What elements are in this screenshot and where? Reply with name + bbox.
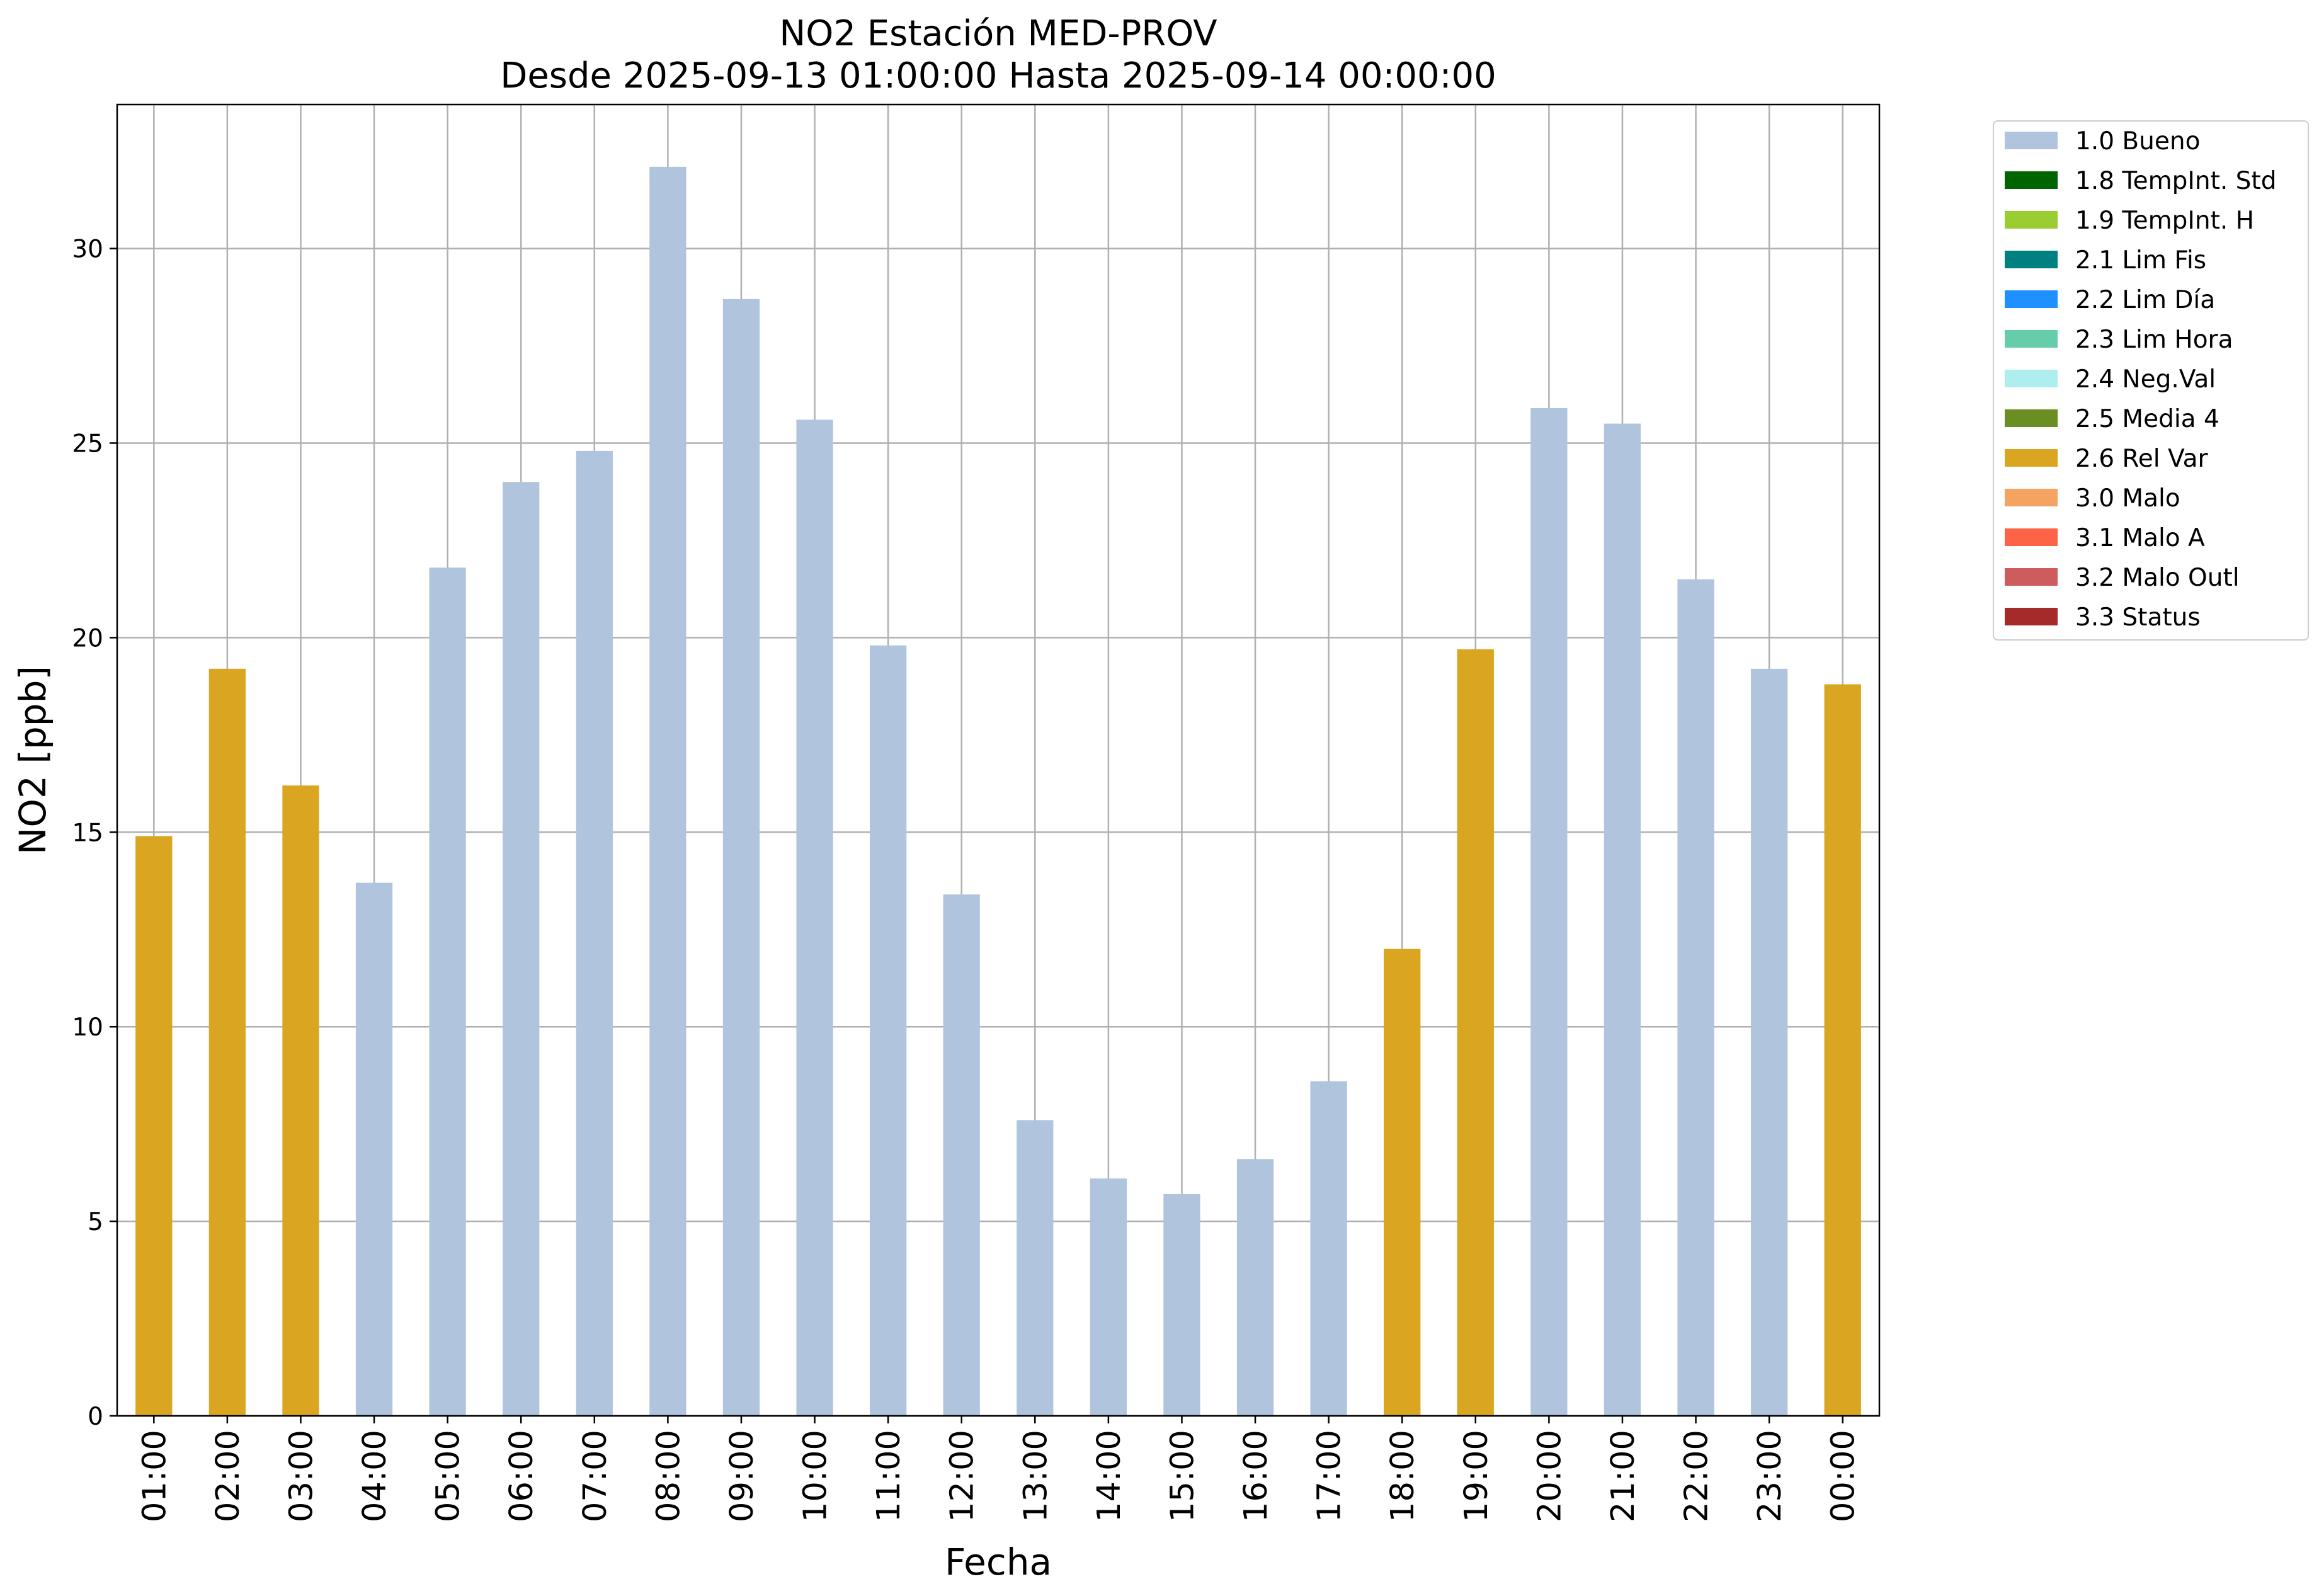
- x-tick-label: 21:00: [1605, 1430, 1642, 1522]
- x-tick-label: 11:00: [870, 1430, 908, 1522]
- x-tick-label: 15:00: [1164, 1430, 1201, 1522]
- x-tick-label: 00:00: [1825, 1430, 1862, 1522]
- legend-entry: 1.9 TempInt. H: [2075, 207, 2254, 235]
- x-tick-label: 09:00: [724, 1430, 761, 1522]
- legend-swatch: [2005, 290, 2058, 308]
- chart-subtitle: Desde 2025-09-13 01:00:00 Hasta 2025-09-…: [500, 55, 1496, 96]
- legend-swatch: [2005, 449, 2058, 467]
- legend-entry: 2.6 Rel Var: [2075, 445, 2209, 473]
- y-tick-label: 30: [72, 236, 103, 264]
- x-tick-label: 16:00: [1238, 1430, 1275, 1522]
- bar-0100: [135, 836, 173, 1416]
- x-tick-label: 18:00: [1384, 1430, 1422, 1522]
- bar-0800: [649, 166, 687, 1416]
- x-tick-label: 08:00: [650, 1430, 687, 1522]
- legend-entry: 2.1 Lim Fis: [2075, 246, 2206, 275]
- bar-2100: [1604, 423, 1641, 1416]
- legend-swatch: [2005, 608, 2058, 625]
- x-tick-label: 13:00: [1017, 1430, 1054, 1522]
- legend-entry: 3.3 Status: [2075, 603, 2201, 632]
- x-tick-label: 17:00: [1311, 1430, 1348, 1522]
- bar-2200: [1677, 579, 1714, 1416]
- legend-entry: 3.1 Malo A: [2075, 524, 2205, 552]
- bar-1600: [1236, 1159, 1274, 1416]
- bar-2300: [1750, 668, 1788, 1416]
- x-tick-label: 14:00: [1091, 1430, 1128, 1522]
- bar-0700: [576, 450, 613, 1416]
- legend-swatch: [2005, 568, 2058, 586]
- legend-swatch: [2005, 132, 2058, 149]
- x-axis-label: Fecha: [945, 1541, 1052, 1583]
- x-axis-ticks: 01:00 02:00 03:00 04:00 05:00 06:00 07:00 08:00…: [136, 1416, 1862, 1522]
- legend-swatch: [2005, 251, 2058, 268]
- legend-entry: 2.3 Lim Hora: [2075, 326, 2233, 354]
- legend-entry: 1.0 Bueno: [2075, 127, 2200, 156]
- legend-entry: 2.2 Lim Día: [2075, 286, 2215, 314]
- y-tick-label: 25: [72, 430, 103, 458]
- x-tick-label: 07:00: [577, 1430, 614, 1522]
- x-tick-label: 06:00: [503, 1430, 540, 1522]
- x-tick-label: 22:00: [1678, 1430, 1716, 1522]
- bar-0200: [208, 668, 246, 1416]
- bar-0000: [1824, 684, 1861, 1416]
- legend-swatch: [2005, 409, 2058, 427]
- legend-entry: 2.4 Neg.Val: [2075, 365, 2216, 394]
- legend-entry: 3.0 Malo: [2075, 484, 2180, 513]
- bar-1800: [1384, 949, 1421, 1416]
- y-tick-label: 0: [88, 1403, 103, 1431]
- x-tick-label: 23:00: [1752, 1430, 1789, 1522]
- x-tick-label: 05:00: [430, 1430, 467, 1522]
- x-tick-label: 02:00: [210, 1430, 247, 1522]
- y-tick-label: 5: [88, 1208, 103, 1236]
- legend-entry: 1.8 TempInt. Std: [2075, 167, 2276, 195]
- y-tick-label: 10: [72, 1013, 103, 1042]
- bar-1200: [943, 894, 980, 1416]
- legend-swatch: [2005, 211, 2058, 229]
- bar-0300: [282, 785, 319, 1416]
- y-tick-label: 20: [72, 624, 103, 653]
- x-tick-label: 20:00: [1531, 1430, 1568, 1522]
- bar-1500: [1163, 1194, 1200, 1416]
- chart-title: NO2 Estación MED-PROV: [779, 13, 1217, 54]
- y-axis-ticks: 0 5 10 15 20 25 30: [72, 236, 117, 1431]
- y-axis-label: NO2 [ppb]: [11, 666, 54, 855]
- bar-1100: [869, 645, 907, 1416]
- x-tick-label: 04:00: [356, 1430, 394, 1522]
- plot-frame: [116, 103, 1881, 1417]
- x-tick-label: 03:00: [283, 1430, 320, 1522]
- legend: 1.0 Bueno 1.8 TempInt. Std 1.9 TempInt. H 2…: [1993, 120, 2309, 641]
- bar-1300: [1017, 1120, 1054, 1416]
- legend-swatch: [2005, 171, 2058, 189]
- bars: [135, 166, 1861, 1416]
- x-tick-label: 19:00: [1458, 1430, 1495, 1522]
- legend-entry: 2.5 Media 4: [2075, 405, 2219, 433]
- bar-1400: [1090, 1178, 1127, 1416]
- legend-swatch: [2005, 330, 2058, 348]
- x-tick-label: 10:00: [797, 1430, 835, 1522]
- bar-1000: [796, 419, 833, 1416]
- bar-0400: [355, 882, 393, 1416]
- legend-entry: 3.2 Malo Outl: [2075, 564, 2240, 592]
- x-tick-label: 01:00: [136, 1430, 173, 1522]
- bar-0500: [429, 567, 466, 1416]
- bar-2000: [1530, 408, 1568, 1416]
- legend-swatch: [2005, 370, 2058, 387]
- bar-0600: [503, 482, 540, 1416]
- legend-swatch: [2005, 489, 2058, 506]
- bar-1900: [1457, 649, 1494, 1416]
- legend-swatch: [2005, 528, 2058, 546]
- bar-1700: [1310, 1081, 1347, 1416]
- x-tick-label: 12:00: [944, 1430, 981, 1522]
- legend-frame: [1993, 120, 2309, 641]
- y-tick-label: 15: [72, 819, 103, 847]
- bar-0900: [722, 299, 760, 1416]
